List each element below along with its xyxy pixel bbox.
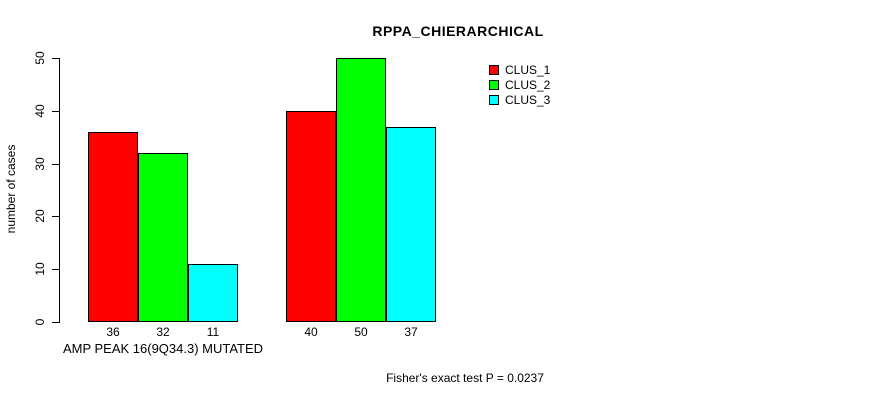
legend-item: CLUS_1 bbox=[489, 62, 550, 77]
legend-swatch-icon bbox=[489, 94, 499, 105]
bar bbox=[188, 264, 238, 322]
y-tick bbox=[52, 163, 59, 165]
y-tick bbox=[52, 269, 59, 271]
y-tick-label: 20 bbox=[33, 209, 47, 224]
legend-item: CLUS_2 bbox=[489, 77, 550, 92]
legend-swatch-icon bbox=[489, 64, 499, 75]
bar-value-label: 37 bbox=[404, 325, 418, 339]
y-tick-label: 40 bbox=[33, 104, 47, 118]
legend-label: CLUS_2 bbox=[505, 77, 551, 92]
legend: CLUS_1 CLUS_2 CLUS_3 bbox=[489, 62, 550, 107]
category-label: AMP PEAK 16(9Q34.3) MUTATED bbox=[62, 341, 264, 356]
legend-label: CLUS_1 bbox=[505, 62, 551, 77]
y-tick-label: 30 bbox=[33, 156, 47, 171]
bar-value-label: 36 bbox=[106, 325, 120, 339]
y-tick bbox=[52, 322, 59, 323]
y-tick bbox=[52, 110, 59, 112]
footnote-text: Fisher's exact test P = 0.0237 bbox=[386, 371, 544, 385]
y-tick-label: 0 bbox=[33, 318, 47, 326]
y-axis-label: number of cases bbox=[4, 144, 18, 234]
bar-value-label: 11 bbox=[206, 325, 220, 339]
bar-value-label: 50 bbox=[354, 325, 368, 339]
y-axis-line bbox=[59, 58, 60, 323]
y-tick bbox=[52, 216, 59, 218]
bar bbox=[386, 127, 436, 322]
bar-value-label: 40 bbox=[304, 325, 318, 339]
bar-value-label: 32 bbox=[156, 325, 170, 339]
y-tick-label: 50 bbox=[33, 51, 47, 65]
legend-item: CLUS_3 bbox=[489, 92, 550, 107]
chart-title: RPPA_CHIERARCHICAL bbox=[372, 23, 544, 39]
bar bbox=[88, 132, 138, 322]
y-tick-label: 10 bbox=[33, 262, 47, 276]
legend-swatch-icon bbox=[489, 79, 499, 90]
y-tick bbox=[52, 58, 59, 59]
bar bbox=[138, 153, 188, 322]
legend-label: CLUS_3 bbox=[505, 92, 551, 107]
bar bbox=[336, 58, 386, 322]
bar bbox=[286, 111, 336, 322]
